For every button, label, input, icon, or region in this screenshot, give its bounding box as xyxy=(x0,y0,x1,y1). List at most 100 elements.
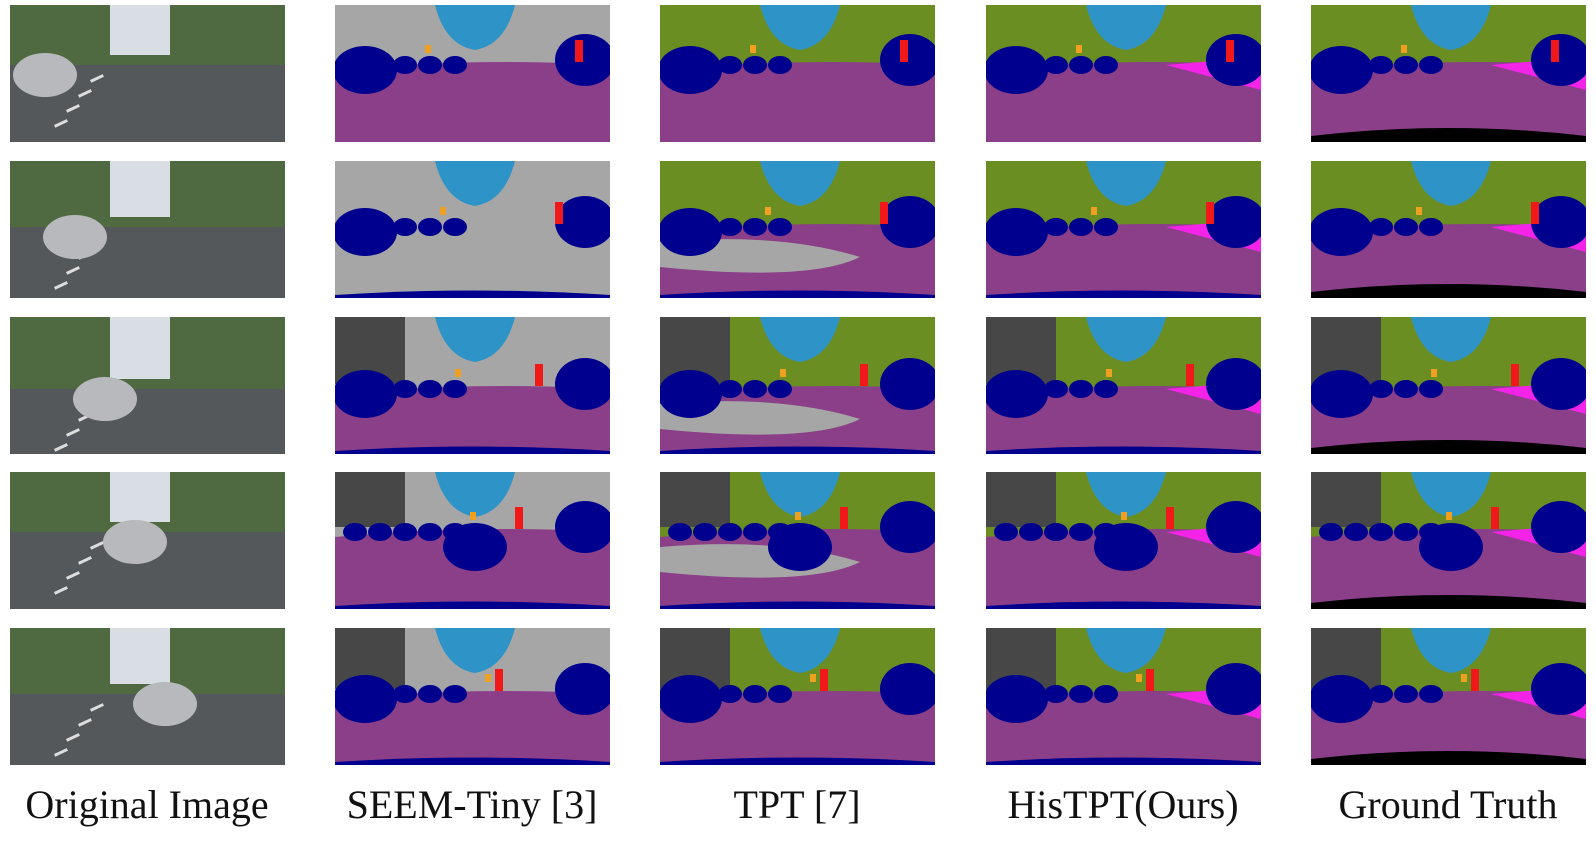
seg-car xyxy=(1309,208,1373,256)
seg-car xyxy=(333,370,397,418)
seg-sign xyxy=(1106,369,1112,377)
seg-sign xyxy=(780,369,786,377)
seg-car xyxy=(1206,501,1266,553)
seg-car xyxy=(743,56,767,74)
seg-car xyxy=(1531,663,1591,715)
seg-car xyxy=(1531,196,1591,248)
seg-car xyxy=(880,34,940,86)
seg-car xyxy=(443,523,507,571)
image-cell xyxy=(1309,161,1591,298)
seg-person xyxy=(495,669,503,691)
seg-car xyxy=(1069,218,1093,236)
image-cell xyxy=(333,628,615,765)
seg-car xyxy=(333,675,397,723)
seg-building xyxy=(660,472,730,527)
seg-car xyxy=(658,370,722,418)
scene-sky xyxy=(110,628,170,684)
seg-car xyxy=(555,358,615,410)
seg-person xyxy=(1166,507,1174,529)
car xyxy=(43,215,107,259)
seg-car xyxy=(1394,56,1418,74)
image-cell xyxy=(10,472,285,609)
column-label: HisTPT(Ours) xyxy=(1007,782,1238,827)
seg-sign xyxy=(485,674,491,682)
seg-car xyxy=(1094,685,1118,703)
seg-car xyxy=(743,685,767,703)
seg-car xyxy=(1094,218,1118,236)
seg-car xyxy=(443,380,467,398)
seg-car xyxy=(555,501,615,553)
seg-car xyxy=(658,675,722,723)
image-cell xyxy=(984,628,1266,765)
seg-car xyxy=(555,196,615,248)
image-cell xyxy=(660,472,940,609)
seg-car xyxy=(880,501,940,553)
car xyxy=(73,377,137,421)
seg-person xyxy=(1551,40,1559,62)
seg-person xyxy=(1206,202,1214,224)
seg-car xyxy=(743,380,767,398)
seg-car xyxy=(768,218,792,236)
seg-car xyxy=(418,218,442,236)
seg-person xyxy=(840,507,848,529)
seg-building xyxy=(1311,472,1381,527)
image-cell xyxy=(1309,317,1591,454)
image-cell xyxy=(658,161,940,298)
seg-sign xyxy=(1076,45,1082,53)
image-cell xyxy=(658,317,940,454)
image-cell xyxy=(10,161,285,298)
image-grid xyxy=(10,5,1591,765)
seg-car xyxy=(343,523,367,541)
image-cell xyxy=(10,5,285,142)
seg-car xyxy=(984,208,1048,256)
seg-car xyxy=(1309,675,1373,723)
seg-person xyxy=(1226,40,1234,62)
image-cell xyxy=(658,5,940,142)
seg-car xyxy=(1531,501,1591,553)
seg-sign xyxy=(795,512,801,520)
seg-person xyxy=(515,507,523,529)
seg-sign xyxy=(1121,512,1127,520)
seg-car xyxy=(718,523,742,541)
seg-person xyxy=(820,669,828,691)
seg-sign xyxy=(470,512,476,520)
seg-person xyxy=(575,40,583,62)
seg-car xyxy=(984,370,1048,418)
seg-car xyxy=(743,523,767,541)
seg-car xyxy=(1094,56,1118,74)
seg-car xyxy=(984,675,1048,723)
seg-car xyxy=(984,46,1048,94)
scene-sky xyxy=(110,5,170,55)
seg-sign xyxy=(1091,207,1097,215)
seg-sign xyxy=(1136,674,1142,682)
page: Original Image SEEM-Tiny [3] TPT [7] His… xyxy=(0,0,1596,853)
seg-sign xyxy=(1446,512,1452,520)
seg-car xyxy=(333,208,397,256)
scene-sky xyxy=(110,161,170,217)
seg-car xyxy=(658,208,722,256)
seg-car xyxy=(1206,663,1266,715)
seg-car xyxy=(555,34,615,86)
seg-sign xyxy=(440,207,446,215)
image-cell xyxy=(984,161,1266,298)
seg-car xyxy=(1394,218,1418,236)
image-cell xyxy=(10,317,285,454)
seg-sign xyxy=(1401,45,1407,53)
image-cell xyxy=(986,472,1266,609)
seg-car xyxy=(994,523,1018,541)
seg-car xyxy=(443,56,467,74)
image-cell xyxy=(333,161,615,298)
scene-sky xyxy=(110,317,170,379)
seg-car xyxy=(418,380,442,398)
seg-sign xyxy=(750,45,756,53)
seg-car xyxy=(1531,358,1591,410)
image-cell xyxy=(1309,628,1591,765)
seg-person xyxy=(555,202,563,224)
image-cell xyxy=(335,472,615,609)
image-cell xyxy=(10,628,285,765)
seg-car xyxy=(368,523,392,541)
seg-car xyxy=(443,218,467,236)
seg-car xyxy=(1531,34,1591,86)
seg-sign xyxy=(765,207,771,215)
seg-person xyxy=(1146,669,1154,691)
